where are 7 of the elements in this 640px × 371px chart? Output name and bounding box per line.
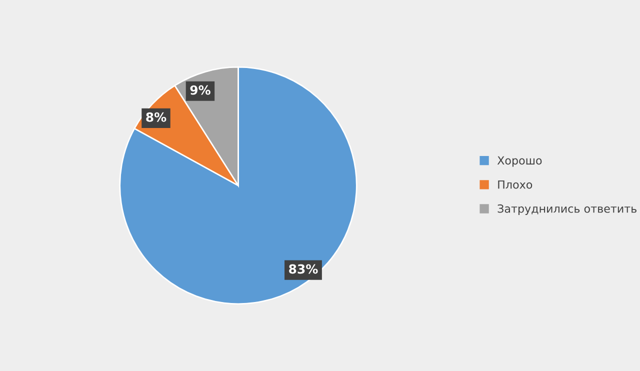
legend-label: Плохо xyxy=(498,180,532,189)
legend-label: Затруднились ответить xyxy=(498,204,636,215)
legend-label: Хорошо xyxy=(497,156,542,167)
pie-slice xyxy=(119,66,358,305)
data-label: 8% xyxy=(146,112,166,122)
data-label: 9% xyxy=(190,85,210,95)
data-label: 83% xyxy=(289,264,318,274)
